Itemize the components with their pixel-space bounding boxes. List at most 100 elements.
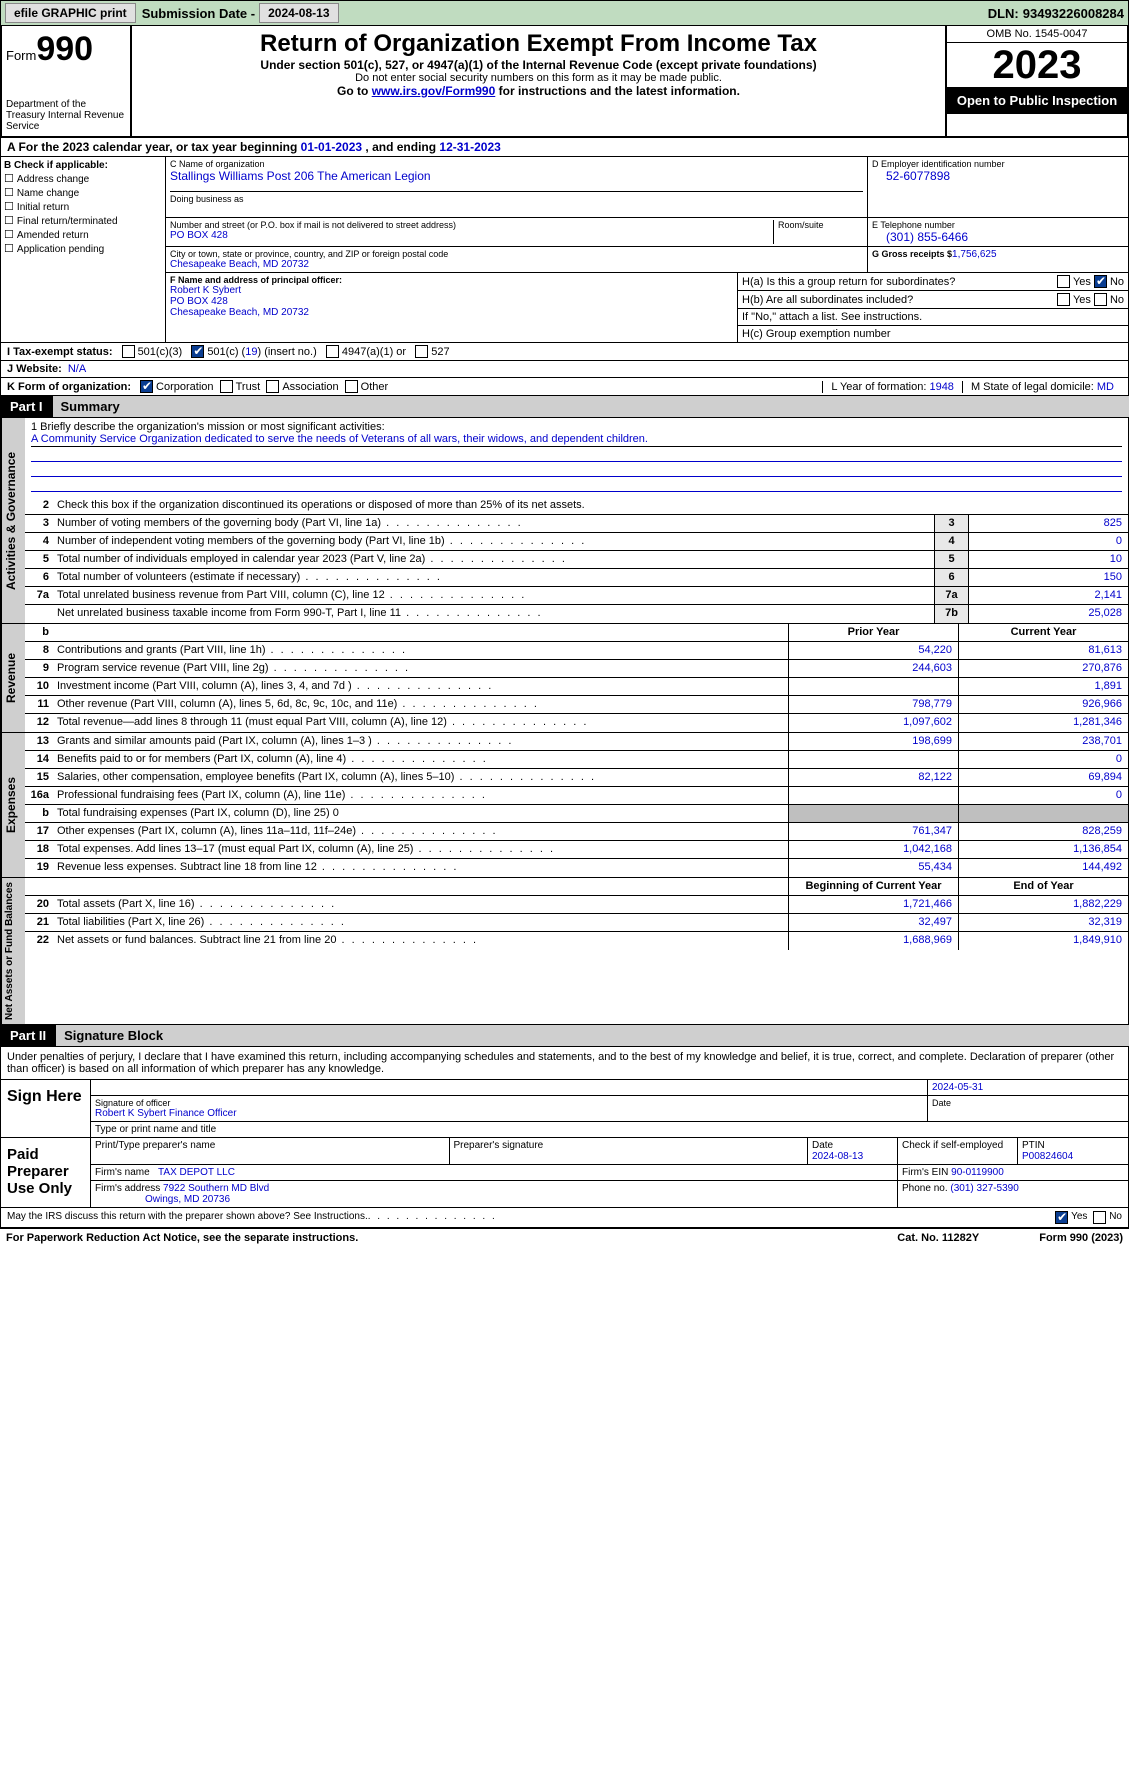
cb-address-change[interactable]: Address change (4, 172, 162, 185)
officer-name: Robert K Sybert (170, 285, 733, 296)
ha-no[interactable] (1094, 275, 1107, 288)
perjury-declaration: Under penalties of perjury, I declare th… (1, 1047, 1128, 1079)
part2-header: Part II Signature Block (0, 1025, 1129, 1047)
revenue-row: 8Contributions and grants (Part VIII, li… (25, 642, 1128, 660)
open-inspection: Open to Public Inspection (947, 87, 1127, 114)
ck-assoc[interactable] (266, 380, 279, 393)
sign-here-label: Sign Here (1, 1080, 91, 1137)
cb-final-return[interactable]: Final return/terminated (4, 214, 162, 227)
form-word: Form (6, 48, 36, 63)
netassets-row: 20Total assets (Part X, line 16)1,721,46… (25, 896, 1128, 914)
gov-row: 6Total number of volunteers (estimate if… (25, 569, 1128, 587)
part1-header: Part I Summary (0, 396, 1129, 418)
form-header: Form990 Department of the Treasury Inter… (0, 26, 1129, 138)
firm-name: TAX DEPOT LLC (158, 1167, 235, 1178)
cb-app-pending[interactable]: Application pending (4, 242, 162, 255)
ha-yes[interactable] (1057, 275, 1070, 288)
firm-addr2: Owings, MD 20736 (145, 1194, 230, 1205)
cb-amended[interactable]: Amended return (4, 228, 162, 241)
form-subtitle-2: Do not enter social security numbers on … (140, 72, 937, 84)
cat-no: Cat. No. 11282Y (897, 1232, 979, 1244)
firm-ein: 90-0119900 (951, 1167, 1004, 1178)
tax-year: 2023 (947, 43, 1127, 87)
ein: 52-6077898 (872, 169, 1124, 183)
ptin: P00824604 (1022, 1151, 1073, 1162)
expense-row: 19Revenue less expenses. Subtract line 1… (25, 859, 1128, 877)
ck-other[interactable] (345, 380, 358, 393)
form-subtitle-1: Under section 501(c), 527, or 4947(a)(1)… (140, 58, 937, 72)
netassets-row: 22Net assets or fund balances. Subtract … (25, 932, 1128, 950)
expense-row: 18Total expenses. Add lines 13–17 (must … (25, 841, 1128, 859)
irs-link[interactable]: www.irs.gov/Form990 (372, 84, 496, 98)
firm-phone: (301) 327-5390 (950, 1183, 1018, 1194)
officer-addr2: Chesapeake Beach, MD 20732 (170, 307, 733, 318)
netassets-row: 21Total liabilities (Part X, line 26)32,… (25, 914, 1128, 932)
signature-block: Under penalties of perjury, I declare th… (0, 1047, 1129, 1228)
gov-row: 7aTotal unrelated business revenue from … (25, 587, 1128, 605)
org-address: PO BOX 428 (170, 230, 773, 241)
box-b: B Check if applicable: Address change Na… (1, 157, 166, 342)
form-title: Return of Organization Exempt From Incom… (140, 30, 937, 58)
omb-number: OMB No. 1545-0047 (947, 26, 1127, 43)
gross-receipts: 1,756,625 (952, 249, 997, 260)
gov-row: 5Total number of individuals employed in… (25, 551, 1128, 569)
efile-print-btn[interactable]: efile GRAPHIC print (5, 3, 136, 23)
ck-527[interactable] (415, 345, 428, 358)
ck-501c3[interactable] (122, 345, 135, 358)
revenue-section: Revenue b Prior Year Current Year 8Contr… (0, 624, 1129, 733)
submission-date: 2024-08-13 (259, 3, 338, 23)
submission-label: Submission Date - (142, 6, 255, 21)
hb-yes[interactable] (1057, 293, 1070, 306)
activities-governance: Activities & Governance 1 Briefly descri… (0, 418, 1129, 624)
lower-header: I Tax-exempt status: 501(c)(3) 501(c) (1… (0, 343, 1129, 396)
revenue-row: 9Program service revenue (Part VIII, lin… (25, 660, 1128, 678)
website: N/A (68, 363, 86, 375)
gov-row: 3Number of voting members of the governi… (25, 515, 1128, 533)
sig-date: 2024-05-31 (932, 1082, 983, 1093)
hb-no[interactable] (1094, 293, 1107, 306)
ck-trust[interactable] (220, 380, 233, 393)
mission-text: A Community Service Organization dedicat… (31, 433, 1122, 447)
expense-row: bTotal fundraising expenses (Part IX, co… (25, 805, 1128, 823)
ck-501c[interactable] (191, 345, 204, 358)
phone: (301) 855-6466 (872, 230, 1124, 244)
revenue-row: 10Investment income (Part VIII, column (… (25, 678, 1128, 696)
form-ref: Form 990 (2023) (1039, 1232, 1123, 1244)
officer-addr1: PO BOX 428 (170, 296, 733, 307)
revenue-row: 11Other revenue (Part VIII, column (A), … (25, 696, 1128, 714)
tax-period: A For the 2023 calendar year, or tax yea… (0, 138, 1129, 157)
ck-corp[interactable] (140, 380, 153, 393)
ck-4947[interactable] (326, 345, 339, 358)
discuss-question: May the IRS discuss this return with the… (7, 1211, 368, 1224)
discuss-no[interactable] (1093, 1211, 1106, 1224)
officer-signature: Robert K Sybert Finance Officer (95, 1108, 923, 1119)
expense-row: 15Salaries, other compensation, employee… (25, 769, 1128, 787)
gov-row: 4Number of independent voting members of… (25, 533, 1128, 551)
dept-treasury: Department of the Treasury Internal Reve… (6, 99, 126, 132)
cb-name-change[interactable]: Name change (4, 186, 162, 199)
cb-initial-return[interactable]: Initial return (4, 200, 162, 213)
prep-date: 2024-08-13 (812, 1151, 863, 1162)
efile-topbar: efile GRAPHIC print Submission Date - 20… (0, 0, 1129, 26)
goto-suffix: for instructions and the latest informat… (495, 84, 740, 98)
goto-prefix: Go to (337, 84, 372, 98)
dln-value: 93493226008284 (1023, 6, 1124, 21)
pra-notice: For Paperwork Reduction Act Notice, see … (6, 1232, 358, 1244)
entity-block: B Check if applicable: Address change Na… (0, 157, 1129, 343)
paid-preparer-label: Paid Preparer Use Only (1, 1138, 91, 1207)
dln-label: DLN: (988, 6, 1019, 21)
net-assets-section: Net Assets or Fund Balances Beginning of… (0, 878, 1129, 1025)
firm-addr1: 7922 Southern MD Blvd (163, 1183, 269, 1194)
org-name: Stallings Williams Post 206 The American… (170, 169, 863, 183)
discuss-yes[interactable] (1055, 1211, 1068, 1224)
org-city: Chesapeake Beach, MD 20732 (170, 259, 863, 270)
gov-row: Net unrelated business taxable income fr… (25, 605, 1128, 623)
page-footer: For Paperwork Reduction Act Notice, see … (0, 1228, 1129, 1247)
expenses-section: Expenses 13Grants and similar amounts pa… (0, 733, 1129, 878)
expense-row: 16aProfessional fundraising fees (Part I… (25, 787, 1128, 805)
mission-q: 1 Briefly describe the organization's mi… (31, 421, 1122, 433)
revenue-row: 12Total revenue—add lines 8 through 11 (… (25, 714, 1128, 732)
expense-row: 17Other expenses (Part IX, column (A), l… (25, 823, 1128, 841)
expense-row: 13Grants and similar amounts paid (Part … (25, 733, 1128, 751)
year-formation: 1948 (929, 381, 953, 393)
